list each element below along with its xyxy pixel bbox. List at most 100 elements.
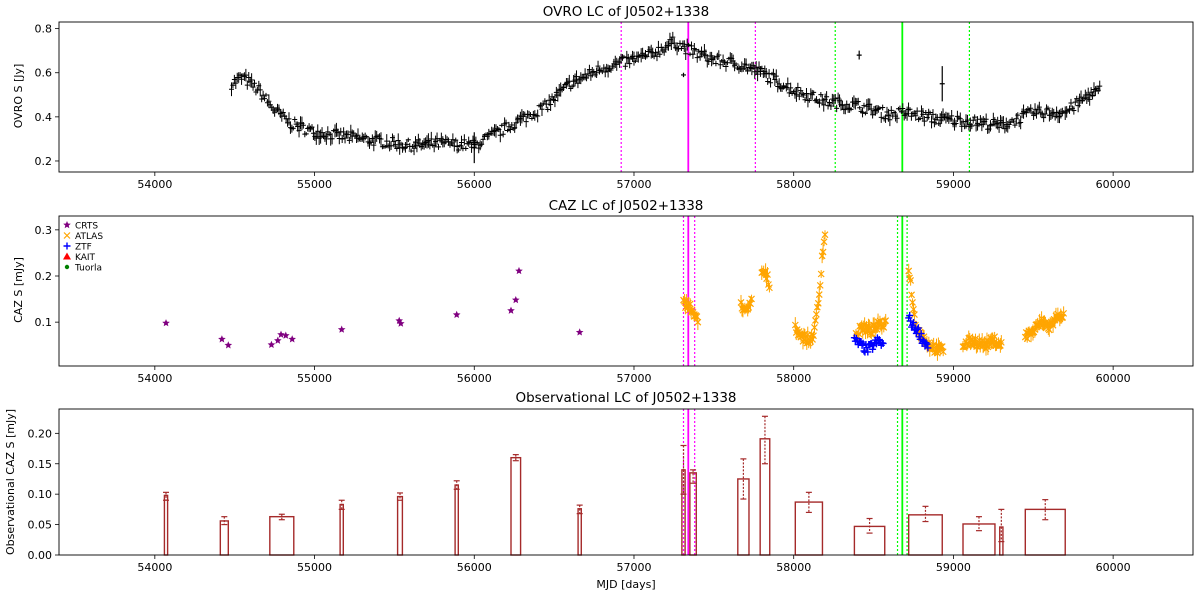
y-tick-label: 0.3 <box>35 224 53 237</box>
x-tick-label: 58000 <box>776 372 811 385</box>
ovro-point <box>335 128 341 137</box>
ovro-point <box>796 91 802 101</box>
ovro-point <box>1045 105 1051 111</box>
legend-label: ZTF <box>75 243 92 253</box>
legend-label: CRTS <box>75 222 98 232</box>
ovro-point <box>594 67 600 79</box>
observational-axis-ticks: 54000 55000 56000 57000 58000 59000 60000 0.00 0… <box>28 427 1131 574</box>
ovro-plot-area <box>228 22 1103 172</box>
ovro-point <box>325 126 331 138</box>
ovro-point <box>878 111 884 123</box>
atlas-point <box>909 299 916 306</box>
crts-point <box>515 266 523 275</box>
ovro-point <box>765 78 771 85</box>
ovro-point <box>244 80 250 90</box>
ovro-point <box>474 140 480 146</box>
ovro-point <box>249 73 255 87</box>
atlas-point <box>694 318 702 326</box>
ovro-point <box>507 125 513 134</box>
ovro-point <box>953 119 959 128</box>
atlas-point <box>812 317 819 324</box>
ovro-point <box>768 77 774 88</box>
ovro-point <box>1078 90 1084 104</box>
observation-bar <box>454 484 459 556</box>
observational-title: Observational LC of J0502+1338 <box>515 390 736 406</box>
ovro-point <box>828 102 834 111</box>
ovro-point <box>1000 116 1006 130</box>
ovro-point <box>548 97 554 111</box>
ovro-point <box>627 58 633 69</box>
ovro-point <box>371 139 377 152</box>
atlas-point <box>810 332 817 340</box>
caz-axis-ticks: 54000 55000 56000 57000 58000 59000 60000 0.1 0.… <box>35 224 1131 385</box>
crts-point <box>63 221 71 229</box>
ovro-point <box>378 132 384 146</box>
ovro-point <box>1068 98 1074 108</box>
atlas-point <box>910 305 917 313</box>
atlas-point <box>907 277 915 284</box>
ovro-point <box>868 103 874 115</box>
crts-point <box>507 306 515 314</box>
ztf-point <box>864 348 872 356</box>
ovro-point <box>323 132 329 145</box>
y-tick-label: 0.1 <box>35 316 53 329</box>
x-tick-label: 54000 <box>137 561 172 574</box>
observational-ylabel: Observational CAZ S [mJy] <box>4 409 17 555</box>
atlas-point <box>1059 314 1067 321</box>
atlas-point <box>821 231 829 239</box>
ovro-point <box>454 139 460 154</box>
y-tick-label: 0.15 <box>28 458 53 471</box>
ovro-point <box>683 47 689 61</box>
crts-point <box>274 336 282 344</box>
x-tick-label: 58000 <box>776 561 811 574</box>
ovro-point <box>451 140 457 152</box>
ovro-point <box>671 37 677 49</box>
ovro-point <box>339 135 345 144</box>
ovro-point <box>842 105 848 115</box>
ovro-point <box>862 111 868 116</box>
ovro-point <box>500 131 506 138</box>
ovro-point <box>499 123 505 128</box>
ovro-point <box>456 147 462 153</box>
ovro-point <box>877 106 883 110</box>
ovro-point <box>957 112 963 125</box>
atlas-point <box>63 232 71 239</box>
x-tick-label: 55000 <box>297 178 332 191</box>
observation-bar <box>510 456 522 556</box>
crts-point <box>452 310 461 319</box>
ovro-point <box>1036 101 1042 113</box>
legend-label: KAIT <box>75 253 96 263</box>
ztf-point <box>63 242 71 250</box>
ovro-point <box>1071 106 1077 115</box>
ovro-point <box>696 48 702 54</box>
observational-panel: Observational LC of J0502+1338 Observati… <box>4 390 1194 591</box>
ovro-point <box>230 82 236 89</box>
x-tick-label: 60000 <box>1096 178 1131 191</box>
atlas-point <box>939 348 947 356</box>
ovro-point <box>914 107 920 115</box>
ovro-point <box>523 115 529 128</box>
crts-point <box>575 328 584 336</box>
ovro-point <box>861 102 867 109</box>
ovro-point <box>976 123 982 128</box>
ovro-point <box>678 45 684 52</box>
x-tick-label: 54000 <box>137 178 172 191</box>
ovro-point <box>1074 95 1080 102</box>
ovro-point <box>573 70 579 83</box>
crts-point <box>288 335 296 343</box>
atlas-point <box>905 267 913 275</box>
ovro-point <box>693 47 699 52</box>
ovro-point <box>471 132 477 164</box>
ovro-point <box>670 31 676 43</box>
ovro-axis-ticks: 54000 55000 56000 57000 58000 59000 60000 0.2 0.… <box>35 23 1131 191</box>
atlas-point <box>938 343 946 351</box>
ovro-point <box>824 91 830 103</box>
ovro-point <box>411 141 417 156</box>
ovro-point <box>818 91 824 98</box>
ztf-point <box>909 319 917 327</box>
caz-ylabel: CAZ S [mJy] <box>12 257 25 323</box>
ovro-point <box>887 113 893 127</box>
ovro-point <box>346 136 352 144</box>
ovro-point <box>529 116 535 121</box>
